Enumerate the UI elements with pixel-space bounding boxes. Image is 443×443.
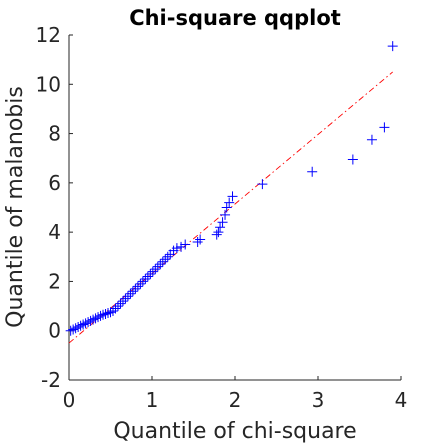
data-point bbox=[160, 254, 171, 265]
data-point bbox=[70, 323, 81, 334]
data-point bbox=[155, 259, 166, 270]
data-point bbox=[85, 315, 96, 326]
data-point bbox=[347, 154, 358, 165]
data-point bbox=[176, 241, 187, 252]
y-tick-label: -2 bbox=[41, 368, 61, 392]
x-tick-label: 3 bbox=[312, 388, 325, 412]
data-point bbox=[132, 281, 143, 292]
data-point bbox=[192, 237, 203, 247]
data-point bbox=[103, 307, 114, 318]
data-point bbox=[221, 202, 232, 213]
x-tick-label: 4 bbox=[395, 388, 408, 412]
data-point bbox=[162, 251, 173, 262]
data-point bbox=[68, 324, 79, 335]
chart-title: Chi-square qqplot bbox=[129, 6, 341, 30]
data-point bbox=[125, 288, 136, 299]
data-point bbox=[152, 261, 163, 272]
data-point bbox=[257, 179, 268, 190]
x-tick-label: 0 bbox=[63, 388, 76, 412]
data-point bbox=[137, 276, 148, 287]
data-point bbox=[65, 325, 76, 336]
data-point bbox=[217, 217, 228, 228]
x-tick-label: 2 bbox=[229, 388, 242, 412]
data-point bbox=[211, 229, 222, 240]
data-point bbox=[227, 191, 238, 202]
data-point bbox=[127, 286, 138, 297]
data-point bbox=[220, 209, 231, 220]
axes bbox=[68, 35, 401, 381]
data-point bbox=[140, 273, 151, 284]
data-point bbox=[93, 312, 104, 323]
data-point bbox=[171, 243, 182, 254]
y-tick-label: 6 bbox=[48, 171, 61, 195]
y-axis-label: Quantile of malanobis bbox=[3, 86, 28, 328]
data-point bbox=[110, 303, 121, 314]
y-ticks: -2 0 2 4 6 8 10 12 bbox=[36, 23, 73, 392]
data-point bbox=[157, 256, 168, 267]
data-point bbox=[150, 264, 161, 275]
data-point bbox=[95, 310, 106, 321]
data-point bbox=[379, 122, 390, 133]
data-point bbox=[112, 301, 123, 312]
data-point bbox=[73, 322, 84, 333]
data-point bbox=[90, 313, 101, 324]
data-point bbox=[147, 266, 158, 277]
y-tick-label: 4 bbox=[48, 220, 61, 244]
data-point bbox=[98, 309, 109, 320]
y-tick-label: 8 bbox=[48, 122, 61, 146]
x-tick-label: 1 bbox=[146, 388, 159, 412]
data-point bbox=[145, 269, 156, 280]
data-point bbox=[120, 293, 131, 304]
y-tick-label: 0 bbox=[48, 319, 61, 343]
data-point bbox=[130, 283, 141, 294]
data-point bbox=[88, 314, 99, 325]
data-point bbox=[117, 296, 128, 307]
data-point bbox=[180, 239, 191, 250]
data-point bbox=[195, 234, 206, 245]
data-point bbox=[307, 166, 318, 177]
x-axis-label: Quantile of chi-square bbox=[113, 419, 356, 443]
data-points bbox=[65, 41, 398, 336]
data-point bbox=[78, 319, 89, 330]
data-point bbox=[107, 306, 118, 316]
x-ticks: 0 1 2 3 4 bbox=[63, 376, 408, 412]
data-point bbox=[122, 291, 133, 302]
data-point bbox=[142, 271, 153, 282]
data-point bbox=[213, 227, 224, 238]
data-point bbox=[387, 41, 398, 52]
data-point bbox=[100, 308, 111, 319]
data-point bbox=[135, 278, 146, 289]
y-tick-label: 2 bbox=[48, 269, 61, 293]
data-point bbox=[80, 318, 91, 329]
data-point bbox=[224, 197, 235, 208]
data-point bbox=[215, 222, 226, 233]
y-tick-label: 12 bbox=[36, 23, 61, 47]
data-point bbox=[115, 298, 126, 309]
data-point bbox=[75, 320, 86, 331]
y-tick-label: 10 bbox=[36, 72, 61, 96]
data-point bbox=[83, 317, 94, 328]
data-point bbox=[366, 134, 377, 145]
